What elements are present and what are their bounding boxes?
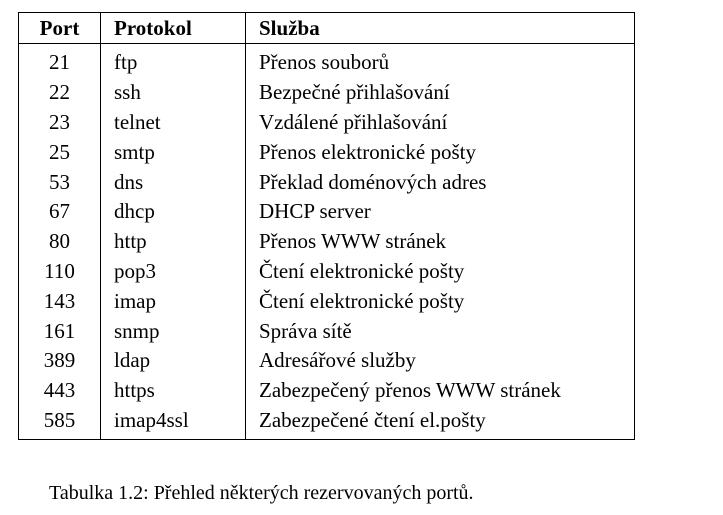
- table-row: 21 ftp Přenos souborů: [18, 43, 635, 78]
- port-cell: 22: [18, 77, 101, 108]
- service-cell: Čtení elektronické pošty: [259, 288, 465, 313]
- service-cell: Přenos souborů: [259, 50, 390, 75]
- protocol-cell: http: [100, 226, 246, 257]
- header-service: Služba: [245, 12, 635, 44]
- service-cell: Vzdálené přihlašování: [259, 109, 448, 134]
- table-row: 110 pop3 Čtení elektronické pošty: [18, 256, 635, 287]
- service-cell: Přenos WWW stránek: [259, 229, 447, 254]
- protocol-cell: ssh: [100, 77, 246, 108]
- table-caption: Tabulka 1.2: Přehled některých rezervova…: [49, 482, 474, 504]
- table-row: 67 dhcp DHCP server: [18, 196, 635, 227]
- service-cell: Překlad doménových adres: [259, 169, 487, 194]
- table-row: 22 ssh Bezpečné přihlašování: [18, 77, 635, 108]
- protocol-cell: https: [100, 375, 246, 406]
- table-row: 23 telnet Vzdálené přihlašování: [18, 107, 635, 138]
- service-cell: Čtení elektronické pošty: [259, 258, 465, 283]
- protocol-cell: dhcp: [100, 196, 246, 227]
- table-row: 25 smtp Přenos elektronické pošty: [18, 137, 635, 168]
- service-cell: Bezpečné přihlašování: [259, 80, 450, 105]
- port-cell: 143: [18, 286, 101, 317]
- service-cell: DHCP server: [259, 199, 371, 224]
- port-cell: 21: [18, 43, 101, 78]
- port-cell: 53: [18, 167, 101, 197]
- protocol-cell: ftp: [100, 43, 246, 78]
- protocol-cell: imap: [100, 286, 246, 317]
- header-port: Port: [18, 12, 101, 44]
- table-row: 161 snmp Správa sítě: [18, 316, 635, 346]
- table-body: 21 ftp Přenos souborů 22 ssh Bezpečné přihlaš…: [18, 43, 635, 440]
- port-cell: 67: [18, 196, 101, 227]
- header-protocol: Protokol: [100, 12, 246, 44]
- protocol-cell: dns: [100, 167, 246, 197]
- port-cell: 161: [18, 316, 101, 346]
- protocol-cell: imap4ssl: [100, 405, 246, 440]
- table-row: 53 dns Překlad doménových adres: [18, 167, 635, 197]
- port-cell: 585: [18, 405, 101, 440]
- table-row: 585 imap4ssl Zabezpečené čtení el.pošty: [18, 405, 635, 440]
- port-cell: 389: [18, 345, 101, 376]
- table-header-row: Port Protokol Služba: [18, 12, 635, 44]
- service-cell: Přenos elektronické pošty: [259, 139, 476, 164]
- table-row: 443 https Zabezpečený přenos WWW stránek: [18, 375, 635, 406]
- table-row: 143 imap Čtení elektronické pošty: [18, 286, 635, 317]
- protocol-cell: snmp: [100, 316, 246, 346]
- port-cell: 25: [18, 137, 101, 168]
- protocol-cell: telnet: [100, 107, 246, 138]
- port-cell: 110: [18, 256, 101, 287]
- protocol-cell: pop3: [100, 256, 246, 287]
- port-cell: 80: [18, 226, 101, 257]
- service-cell: Zabezpečené čtení el.pošty: [259, 407, 486, 432]
- table-row: 80 http Přenos WWW stránek: [18, 226, 635, 257]
- port-cell: 23: [18, 107, 101, 138]
- service-cell: Správa sítě: [259, 318, 352, 343]
- table-row: 389 ldap Adresářové služby: [18, 345, 635, 376]
- protocol-cell: smtp: [100, 137, 246, 168]
- service-cell: Adresářové služby: [259, 348, 416, 373]
- protocol-cell: ldap: [100, 345, 246, 376]
- port-cell: 443: [18, 375, 101, 406]
- service-cell: Zabezpečený přenos WWW stránek: [259, 378, 561, 403]
- ports-table: Port Protokol Služba 21 ftp Přenos souborů…: [18, 12, 635, 441]
